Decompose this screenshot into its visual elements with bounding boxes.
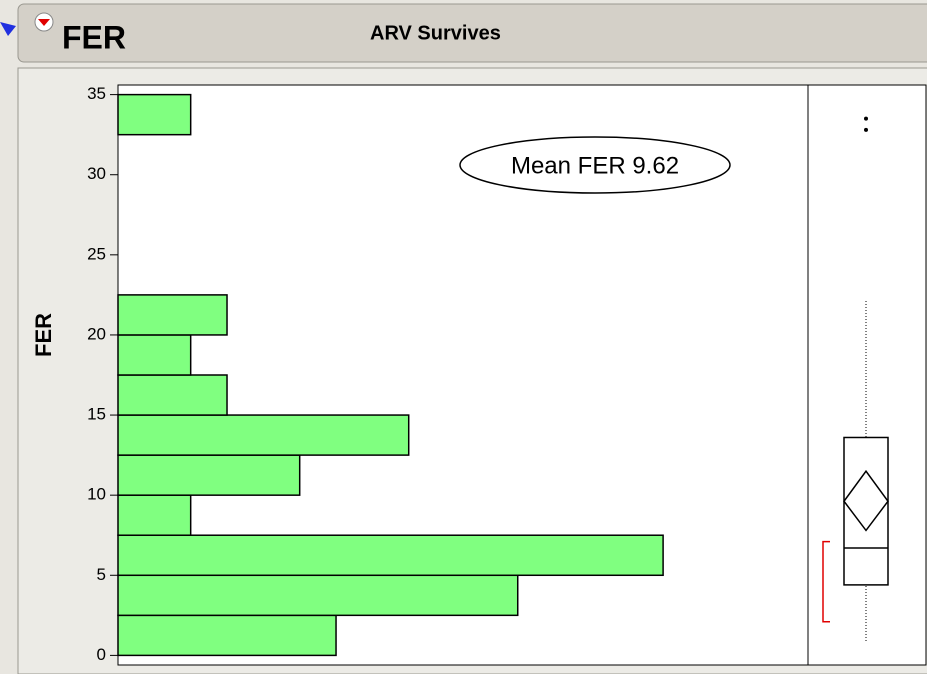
- y-tick-label: 20: [87, 324, 106, 343]
- outlier: [864, 127, 868, 132]
- header-bar: [17, 3, 927, 63]
- bar: [117, 334, 192, 376]
- bar: [117, 574, 519, 617]
- chart-subtitle: ARV Survives: [370, 22, 501, 44]
- y-tick-label: 35: [87, 84, 106, 103]
- y-tick-label: 10: [87, 485, 106, 504]
- y-tick-label: 15: [87, 405, 106, 424]
- bar: [117, 374, 228, 416]
- disclosure-triangle[interactable]: [0, 22, 16, 36]
- bar: [117, 93, 192, 136]
- annotation: Mean FER 9.62: [511, 152, 679, 179]
- chart-title: FER: [62, 19, 126, 55]
- shortest-half: [822, 540, 830, 623]
- bar: [117, 494, 192, 536]
- y-tick-label: 30: [87, 164, 106, 183]
- annotation-bubble: [459, 136, 731, 194]
- y-tick-label: 5: [97, 565, 106, 584]
- mean-diamond: [843, 469, 889, 532]
- y-axis-label: FER: [31, 313, 56, 357]
- y-tick-label: 0: [97, 645, 106, 664]
- outlier: [864, 116, 868, 121]
- y-tick-label: 25: [87, 244, 106, 263]
- bar: [117, 614, 337, 657]
- bar: [117, 534, 664, 577]
- bar: [117, 454, 301, 496]
- bar: [117, 414, 410, 456]
- menu-arrow: [38, 19, 50, 26]
- bar: [117, 294, 228, 336]
